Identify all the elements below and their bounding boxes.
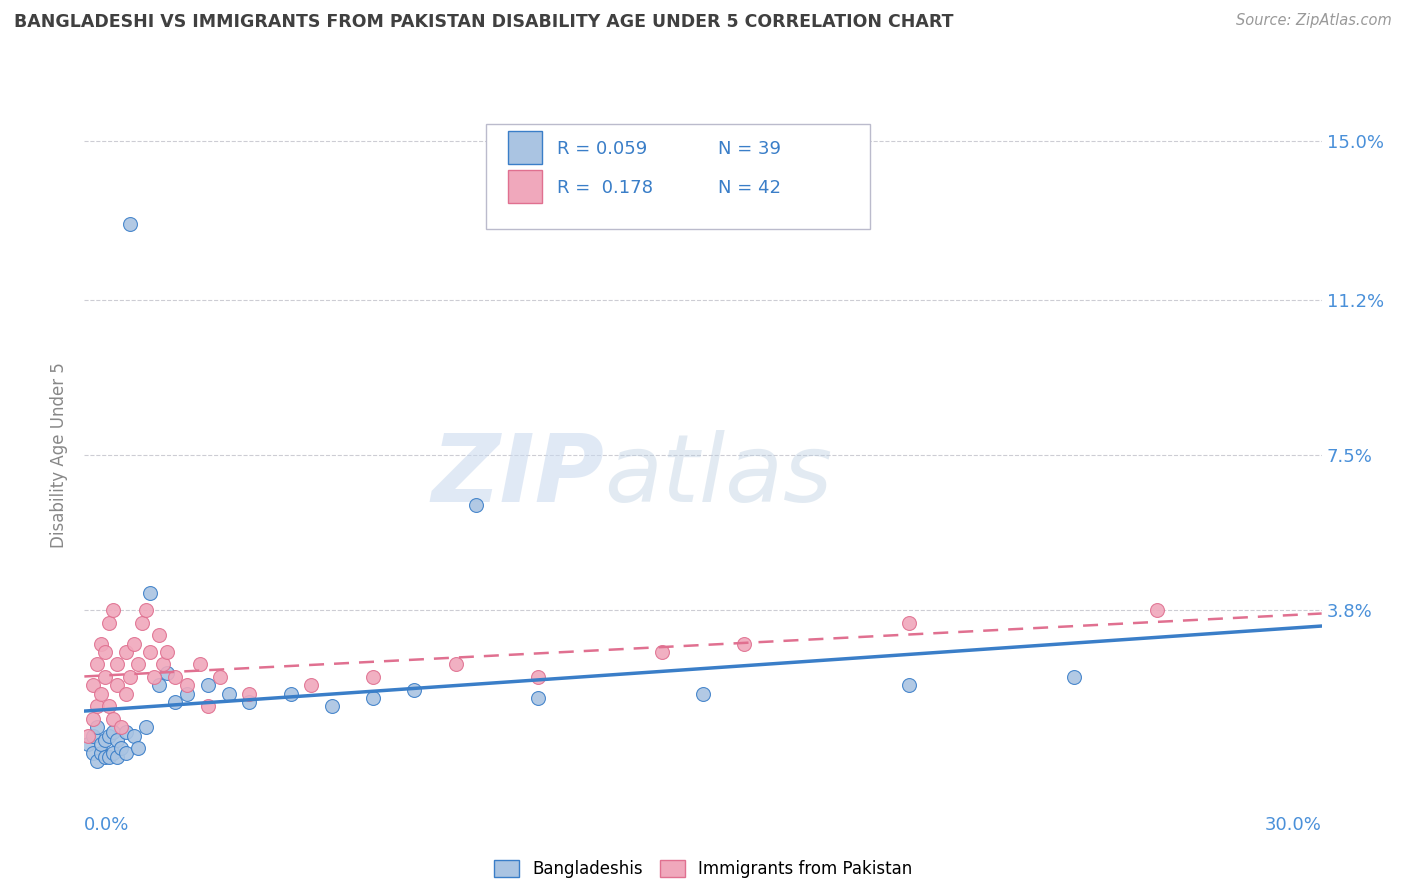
Point (122, 636, 145, 650)
Text: R = 0.059: R = 0.059 (557, 140, 647, 158)
Point (651, 645, 673, 659)
Point (118, 670, 141, 684)
Point (692, 687, 714, 701)
Point (152, 657, 174, 672)
Point (527, 670, 550, 684)
Point (103, 724, 125, 739)
Point (86, 699, 108, 714)
Point (127, 657, 149, 672)
Point (444, 657, 467, 672)
Text: 30.0%: 30.0% (1265, 816, 1322, 834)
Point (114, 687, 136, 701)
Point (156, 645, 179, 659)
Point (197, 699, 219, 714)
Point (105, 749, 128, 764)
Point (82, 729, 104, 743)
Point (465, 498, 488, 512)
Point (176, 687, 198, 701)
Text: N = 39: N = 39 (718, 140, 780, 158)
Point (361, 670, 384, 684)
Legend: Bangladeshis, Immigrants from Pakistan: Bangladeshis, Immigrants from Pakistan (488, 854, 918, 885)
Point (218, 687, 240, 701)
Point (110, 741, 132, 756)
Point (404, 682, 426, 697)
Point (90, 687, 112, 701)
FancyBboxPatch shape (508, 169, 543, 203)
Point (135, 720, 157, 734)
Point (321, 699, 343, 714)
Point (94, 645, 117, 659)
Point (209, 670, 232, 684)
Point (898, 615, 921, 630)
Point (127, 741, 149, 756)
Point (148, 678, 170, 692)
Point (139, 645, 162, 659)
Point (361, 691, 384, 706)
Point (103, 603, 125, 617)
Point (82, 678, 104, 692)
Point (165, 695, 187, 709)
Point (131, 615, 153, 630)
Point (86, 657, 108, 672)
Text: ZIP: ZIP (432, 430, 605, 522)
Point (86, 720, 108, 734)
Point (165, 670, 187, 684)
Point (82, 746, 104, 760)
Point (94, 749, 117, 764)
Text: 0.0%: 0.0% (84, 816, 129, 834)
Point (1146, 603, 1168, 617)
Point (148, 628, 170, 642)
Point (110, 720, 132, 734)
Point (280, 687, 302, 701)
Point (188, 657, 211, 672)
Point (114, 724, 136, 739)
Point (90, 737, 112, 751)
Point (139, 586, 162, 600)
Point (90, 746, 112, 760)
Text: N = 42: N = 42 (718, 178, 780, 197)
Point (122, 729, 145, 743)
Point (1063, 670, 1085, 684)
Point (103, 746, 125, 760)
Point (114, 645, 136, 659)
Point (98, 749, 121, 764)
Point (105, 733, 128, 747)
Point (135, 603, 157, 617)
Point (94, 733, 117, 747)
Point (176, 678, 198, 692)
Point (527, 691, 550, 706)
FancyBboxPatch shape (508, 131, 543, 164)
Point (77, 729, 100, 743)
Text: BANGLADESHI VS IMMIGRANTS FROM PAKISTAN DISABILITY AGE UNDER 5 CORRELATION CHART: BANGLADESHI VS IMMIGRANTS FROM PAKISTAN … (14, 13, 953, 31)
Point (114, 746, 136, 760)
Point (105, 678, 128, 692)
Point (238, 695, 260, 709)
Text: Source: ZipAtlas.com: Source: ZipAtlas.com (1236, 13, 1392, 29)
Point (238, 687, 260, 701)
Text: R =  0.178: R = 0.178 (557, 178, 652, 197)
Point (86, 754, 108, 768)
Point (98, 699, 121, 714)
Point (98, 615, 121, 630)
Point (90, 636, 112, 650)
Point (94, 670, 117, 684)
Point (77, 737, 100, 751)
FancyBboxPatch shape (486, 124, 870, 229)
Point (82, 712, 104, 726)
Point (299, 678, 322, 692)
Text: atlas: atlas (605, 430, 832, 521)
Point (105, 657, 128, 672)
Point (118, 218, 141, 232)
Point (103, 712, 125, 726)
Point (898, 678, 921, 692)
Point (733, 636, 755, 650)
Point (143, 670, 166, 684)
Point (98, 729, 121, 743)
Point (197, 678, 219, 692)
Y-axis label: Disability Age Under 5: Disability Age Under 5 (51, 362, 69, 548)
Point (156, 665, 179, 680)
